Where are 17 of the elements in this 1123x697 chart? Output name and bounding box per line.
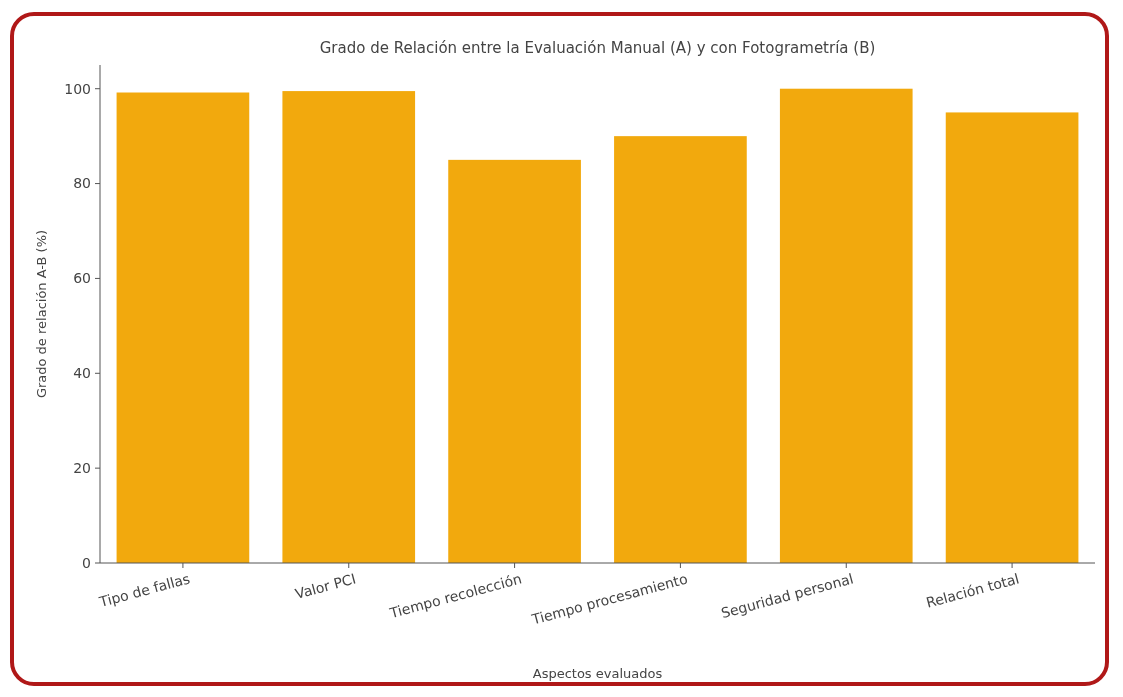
y-tick-label: 40 <box>73 365 91 382</box>
bar <box>448 159 581 563</box>
chart-title: Grado de Relación entre la Evaluación Manual (A) y con Fotogrametría (B) <box>319 39 876 57</box>
x-tick-label: Tipo de fallas <box>96 570 192 611</box>
y-tick-label: 80 <box>73 175 91 192</box>
y-tick-label: 20 <box>73 460 91 477</box>
y-tick-label: 60 <box>73 270 91 287</box>
y-tick-label: 100 <box>64 80 91 97</box>
bar <box>779 88 913 563</box>
x-axis-title: Aspectos evaluados <box>532 666 663 681</box>
bar <box>116 92 250 563</box>
bar <box>282 91 416 563</box>
x-tick-label: Valor PCI <box>293 570 358 602</box>
y-axis-title: Grado de relación A-B (%) <box>34 229 49 399</box>
bar <box>945 112 1079 563</box>
y-tick-label: 0 <box>82 554 91 571</box>
bar <box>614 136 747 563</box>
